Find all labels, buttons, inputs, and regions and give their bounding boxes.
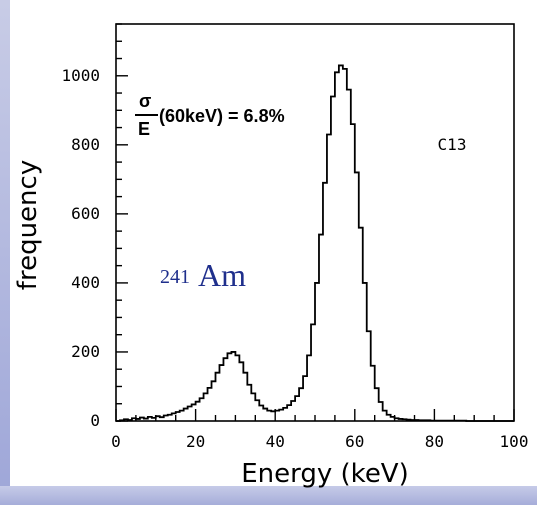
x-axis-ticks xyxy=(115,409,515,421)
x-tick-label-60: 60 xyxy=(345,432,364,451)
x-axis-title: Energy (keV) xyxy=(241,459,409,489)
histogram-series-line xyxy=(116,64,514,422)
x-tick-label-100: 100 xyxy=(500,432,529,451)
y-tick-label-200: 200 xyxy=(71,342,100,361)
slide-left-band xyxy=(0,0,10,505)
x-tick-label-40: 40 xyxy=(266,432,285,451)
isotope-mass-number: 241 xyxy=(160,266,190,288)
y-axis-ticks xyxy=(116,23,128,422)
isotope-symbol: Am xyxy=(198,257,246,293)
y-tick-label-1000: 1000 xyxy=(61,66,100,85)
x-tick-label-0: 0 xyxy=(111,432,121,451)
x-axis-tick-labels: 0 20 40 60 80 100 xyxy=(111,432,528,451)
y-axis-title: frequency xyxy=(13,160,43,290)
y-tick-label-400: 400 xyxy=(71,273,100,292)
y-axis-tick-labels: 0 200 400 600 800 1000 xyxy=(61,66,100,430)
x-tick-label-80: 80 xyxy=(425,432,444,451)
resolution-denominator: E xyxy=(138,119,150,139)
plot-frame xyxy=(115,23,515,422)
detector-label: C13 xyxy=(438,135,467,154)
y-tick-label-800: 800 xyxy=(71,135,100,154)
resolution-numerator: σ xyxy=(139,91,151,111)
x-tick-label-20: 20 xyxy=(186,432,205,451)
resolution-value-text: (60keV) = 6.8% xyxy=(159,106,285,126)
slide-bottom-band xyxy=(0,486,537,505)
y-tick-label-0: 0 xyxy=(90,411,100,430)
y-tick-label-600: 600 xyxy=(71,204,100,223)
